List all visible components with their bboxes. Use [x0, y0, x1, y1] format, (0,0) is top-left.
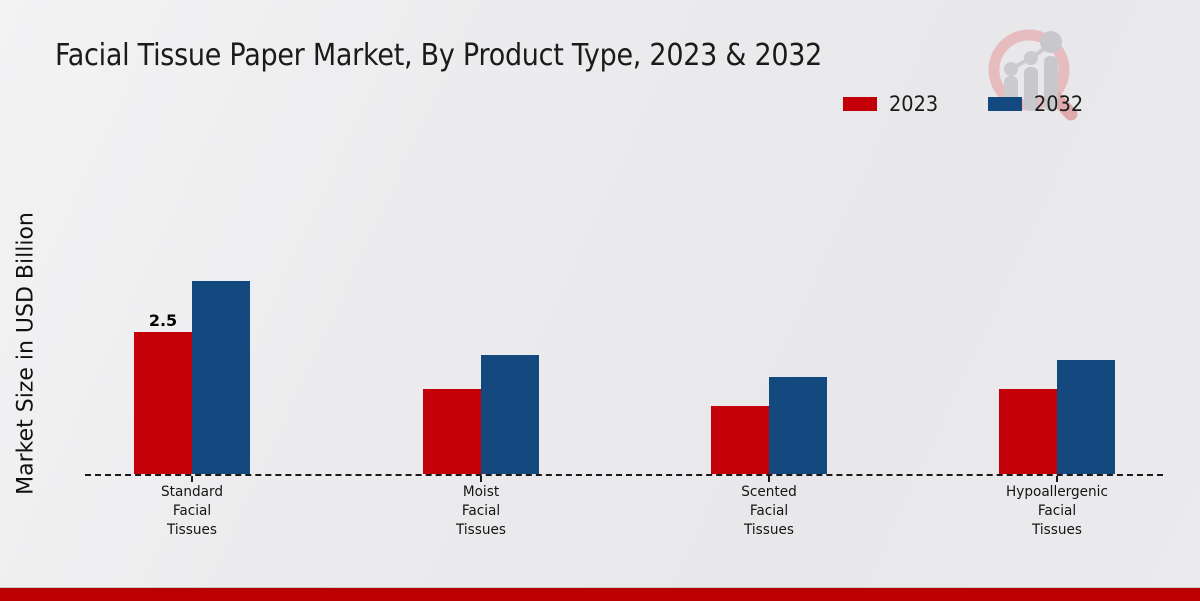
- x-axis-tick: [191, 476, 193, 482]
- x-axis-baseline: [85, 474, 1163, 476]
- bar-2032-category-1: [481, 355, 539, 474]
- bar-value-label: 2.5: [148, 311, 178, 330]
- legend-label-2032: 2032: [1034, 92, 1084, 116]
- magnifier-bar-chart-icon: [988, 29, 1078, 121]
- x-axis-category-label: Standard Facial Tissues: [160, 484, 224, 538]
- bar-2032-category-2: [769, 377, 827, 474]
- bar-2032-category-3: [1057, 360, 1115, 474]
- x-axis-tick: [1056, 476, 1058, 482]
- x-axis-category-label: Scented Facial Tissues: [741, 484, 797, 538]
- bar-2023-category-2: [711, 406, 769, 474]
- legend-label-2023: 2023: [889, 92, 939, 116]
- x-axis-category-label: Moist Facial Tissues: [455, 484, 507, 538]
- footer-red-band: [0, 587, 1200, 601]
- bar-2023-category-3: [999, 389, 1057, 474]
- legend-swatch-2032: [988, 97, 1023, 111]
- bar-2023-category-1: [423, 389, 481, 474]
- chart-title: Facial Tissue Paper Market, By Product T…: [55, 38, 823, 73]
- legend-swatch-2023: [843, 97, 877, 111]
- x-axis-tick: [768, 476, 770, 482]
- x-axis-category-label: Hypoallergenic Facial Tissues: [1006, 484, 1108, 538]
- bar-2032-category-0: [192, 281, 250, 474]
- legend: 2023 2032: [843, 92, 1088, 116]
- brand-logo-watermark: [983, 26, 1083, 121]
- bar-2023-category-0: [134, 332, 192, 474]
- x-axis-tick: [480, 476, 482, 482]
